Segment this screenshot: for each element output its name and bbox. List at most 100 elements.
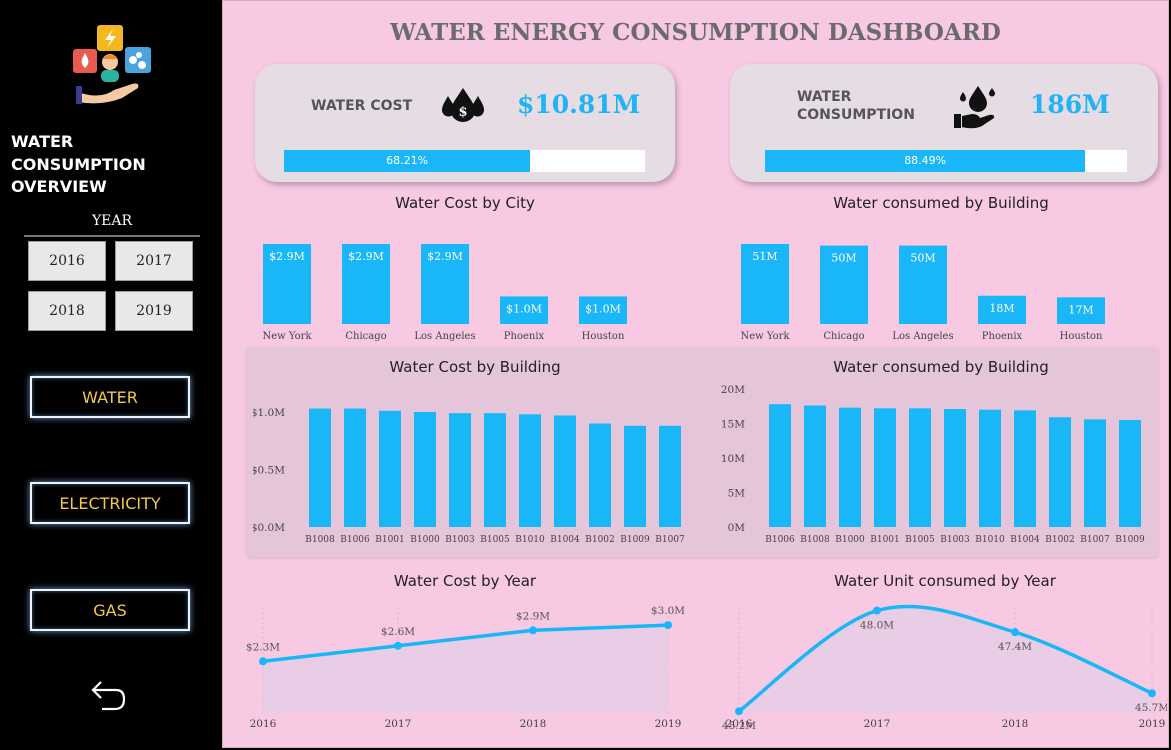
chart-title-consumed-city: Water consumed by Building (833, 194, 1049, 212)
x-tick-label: B1006 (765, 535, 795, 545)
bar (519, 414, 541, 527)
bar (769, 404, 791, 527)
x-tick-label: 2018 (520, 718, 547, 730)
chart-water-cost-by-year: $2.3M 2016 $2.6M 2017 $2.9M 2018 $3.0M 2019 (246, 605, 685, 730)
x-tick-label: B1002 (585, 535, 615, 545)
data-label: $1.0M (585, 302, 621, 315)
data-label: $2.9M (269, 250, 305, 263)
kpi-label: WATER CONSUMPTION (797, 89, 915, 123)
kpi-value: 186M (1030, 90, 1110, 119)
bar (944, 409, 966, 527)
data-point (394, 641, 402, 650)
kpi-progress-bar: 68.21% (284, 150, 645, 172)
series-line (262, 623, 669, 664)
nav-electricity-button[interactable]: ELECTRICITY (30, 482, 190, 524)
bar (899, 245, 947, 324)
data-label: $3.0M (651, 605, 685, 617)
undo-arrow-icon[interactable] (88, 676, 126, 714)
bar (579, 296, 627, 324)
chart-water-cost-by-city: $2.9M New York $2.9M Chicago $2.9M Los Angele… (263, 244, 627, 342)
x-tick-label: 2017 (864, 718, 891, 730)
x-tick-label: B1004 (1010, 535, 1040, 545)
data-label: $2.6M (381, 626, 415, 638)
y-tick-label: $1.0M (253, 407, 285, 419)
x-tick-label: 2019 (1139, 718, 1166, 730)
data-label: 18M (989, 302, 1014, 315)
x-tick-label: B1003 (940, 535, 970, 545)
year-button-2019[interactable]: 2019 (115, 291, 193, 331)
chart-water-consumed-by-city: 51M New York 50M Chicago 50M Los Angeles 18M Ph… (741, 244, 1105, 342)
x-tick-label: 2019 (655, 718, 682, 730)
kpi-progress-fill (765, 150, 1086, 172)
x-tick-label: B1007 (1080, 535, 1110, 545)
kpi-card-water-cost: WATER COST $ $10.81M 68.21% (255, 64, 675, 182)
y-tick-label: 15M (721, 419, 745, 431)
area-fill (739, 606, 1152, 713)
nav-water-button[interactable]: WATER (30, 376, 190, 418)
x-tick-label: B1010 (515, 535, 545, 545)
data-label: 17M (1068, 303, 1093, 316)
y-tick-label: 0M (728, 522, 746, 534)
data-label: 51M (752, 250, 777, 263)
bar (414, 412, 436, 527)
data-point (735, 707, 743, 716)
bar (379, 410, 401, 527)
year-label: YEAR (91, 213, 133, 229)
data-label: $1.0M (506, 302, 542, 315)
x-tick-label: Los Angeles (414, 331, 475, 342)
bar (1049, 417, 1071, 527)
year-button-2018[interactable]: 2018 (28, 291, 106, 331)
x-tick-label: 2017 (385, 718, 412, 730)
area-fill (263, 625, 668, 713)
sidebar: WATER CONSUMPTION OVERVIEW YEAR 2016 201… (0, 0, 222, 750)
data-point (259, 657, 267, 666)
x-tick-label: B1008 (305, 535, 335, 545)
bar (449, 413, 471, 527)
bar (909, 408, 931, 527)
bar (1084, 419, 1106, 527)
data-label: 47.4M (998, 641, 1032, 653)
data-point (664, 621, 672, 630)
chart-water-consumed-by-building: 0M 5M 10M 15M 20M B1006 B1008 B1000 B1001 B1005 B1… (721, 384, 1145, 545)
x-tick-label: 2018 (1002, 718, 1029, 730)
x-tick-label: B1009 (620, 535, 650, 545)
x-tick-label: 2016 (726, 718, 753, 730)
sidebar-title: WATER CONSUMPTION OVERVIEW (11, 132, 146, 196)
bar (1014, 410, 1036, 527)
svg-text:$: $ (458, 105, 467, 120)
x-tick-label: Phoenix (504, 331, 545, 342)
x-tick-label: B1005 (480, 535, 510, 545)
year-button-2016[interactable]: 2016 (28, 241, 106, 281)
x-tick-label: B1005 (905, 535, 935, 545)
bar (624, 425, 646, 527)
kpi-progress-bar: 88.49% (765, 150, 1127, 172)
bar (342, 244, 390, 324)
y-tick-label: 5M (728, 488, 746, 500)
kpi-value: $10.81M (517, 90, 641, 119)
hand-water-drops-icon (954, 86, 995, 129)
x-tick-label: Houston (1060, 331, 1103, 342)
data-point (529, 626, 537, 635)
bar (979, 409, 1001, 527)
data-label: 45.7M (1135, 702, 1167, 714)
data-label: 50M (831, 252, 856, 265)
year-divider (24, 235, 200, 237)
bar (500, 296, 548, 324)
bar (263, 244, 311, 324)
bar (1057, 297, 1105, 324)
kpi-progress-label: 68.21% (386, 154, 429, 167)
data-label: $2.9M (348, 250, 384, 263)
money-drops-icon: $ (442, 88, 484, 122)
kpi-progress-fill (284, 150, 531, 172)
bar (804, 405, 826, 527)
year-button-2017[interactable]: 2017 (115, 241, 193, 281)
utilities-hand-icon (73, 25, 151, 104)
x-tick-label: B1003 (445, 535, 475, 545)
nav-gas-button[interactable]: GAS (30, 589, 190, 631)
dashboard-title: WATER ENERGY CONSUMPTION DASHBOARD (390, 19, 1001, 46)
bar (820, 245, 868, 324)
chart-title-cost-year: Water Cost by Year (393, 572, 537, 590)
chart-title-cost-building: Water Cost by Building (389, 358, 561, 376)
x-tick-label: Chicago (345, 331, 386, 342)
